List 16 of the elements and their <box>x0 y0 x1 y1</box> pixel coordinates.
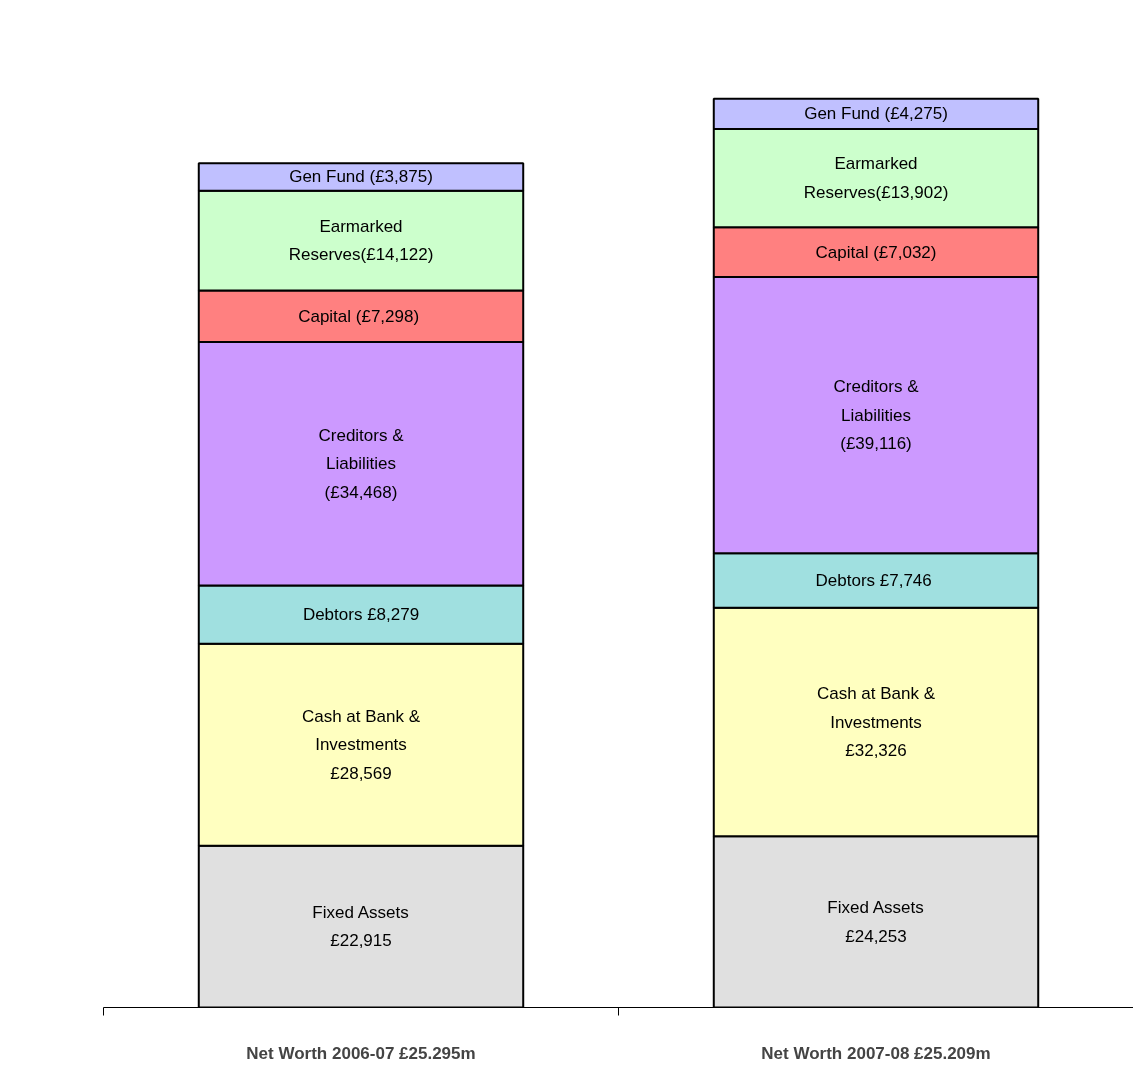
data-label: Debtors £7,746 <box>815 571 932 591</box>
x-tick-label: Net Worth 2006-07 £25.295m <box>246 1043 476 1063</box>
data-label: Cash at Bank & Investments £32,326 <box>816 684 936 761</box>
x-tick-label: Net Worth 2007-08 £25.209m <box>761 1043 991 1063</box>
data-label: Fixed Assets £22,915 <box>312 902 409 951</box>
data-label: Gen Fund (£3,875) <box>289 167 433 187</box>
data-label: Gen Fund (£4,275) <box>804 104 948 124</box>
data-label: Debtors £8,279 <box>302 605 420 625</box>
data-label: Capital (£7,298) <box>298 306 420 326</box>
data-label: Earmarked Reserves(£14,122) <box>288 216 434 265</box>
data-label: Earmarked Reserves(£13,902) <box>803 154 949 202</box>
data-label: Cash at Bank & Investments £28,569 <box>301 706 421 783</box>
data-label: Creditors & Liabilities (£39,116) <box>833 377 920 454</box>
data-label: Fixed Assets £24,253 <box>827 898 924 946</box>
data-label: Creditors & Liabilities (£34,468) <box>318 425 405 502</box>
data-label: Capital (£7,032) <box>815 242 937 262</box>
